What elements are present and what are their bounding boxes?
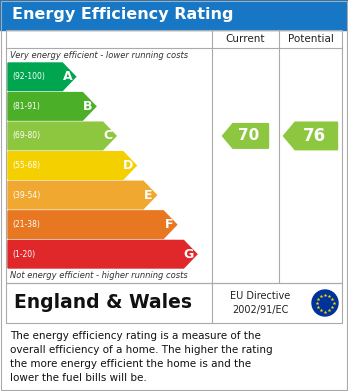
Text: (92-100): (92-100) [12, 72, 45, 81]
Text: D: D [123, 159, 133, 172]
Text: EU Directive
2002/91/EC: EU Directive 2002/91/EC [230, 291, 290, 315]
Polygon shape [8, 93, 96, 120]
Polygon shape [8, 122, 116, 150]
Text: G: G [184, 248, 194, 261]
Text: 76: 76 [302, 127, 325, 145]
Bar [6, 283, 342, 323]
Polygon shape [222, 124, 269, 148]
Polygon shape [8, 152, 136, 179]
Text: E: E [144, 188, 153, 202]
Text: A: A [63, 70, 72, 83]
Text: Potential: Potential [287, 34, 333, 44]
Polygon shape [284, 122, 338, 150]
Text: (21-38): (21-38) [12, 220, 40, 229]
Text: England & Wales: England & Wales [14, 294, 192, 312]
Bar [0, 0, 348, 30]
Text: B: B [83, 100, 93, 113]
Polygon shape [8, 181, 157, 209]
Text: Energy Efficiency Rating: Energy Efficiency Rating [12, 7, 234, 23]
Text: C: C [104, 129, 113, 142]
Circle shape [312, 290, 338, 316]
Text: Very energy efficient - lower running costs: Very energy efficient - lower running co… [10, 50, 188, 59]
Bar [6, 30, 342, 283]
Text: (55-68): (55-68) [12, 161, 40, 170]
Text: 70: 70 [238, 128, 259, 143]
Polygon shape [8, 63, 76, 91]
Text: (1-20): (1-20) [12, 250, 35, 259]
Polygon shape [8, 211, 177, 239]
Text: F: F [165, 218, 173, 231]
Text: Not energy efficient - higher running costs: Not energy efficient - higher running co… [10, 271, 188, 280]
Text: The energy efficiency rating is a measure of the
overall efficiency of a home. T: The energy efficiency rating is a measur… [10, 331, 272, 383]
Text: (69-80): (69-80) [12, 131, 40, 140]
Text: Current: Current [226, 34, 265, 44]
Polygon shape [8, 240, 197, 268]
Text: (39-54): (39-54) [12, 190, 40, 199]
Text: (81-91): (81-91) [12, 102, 40, 111]
